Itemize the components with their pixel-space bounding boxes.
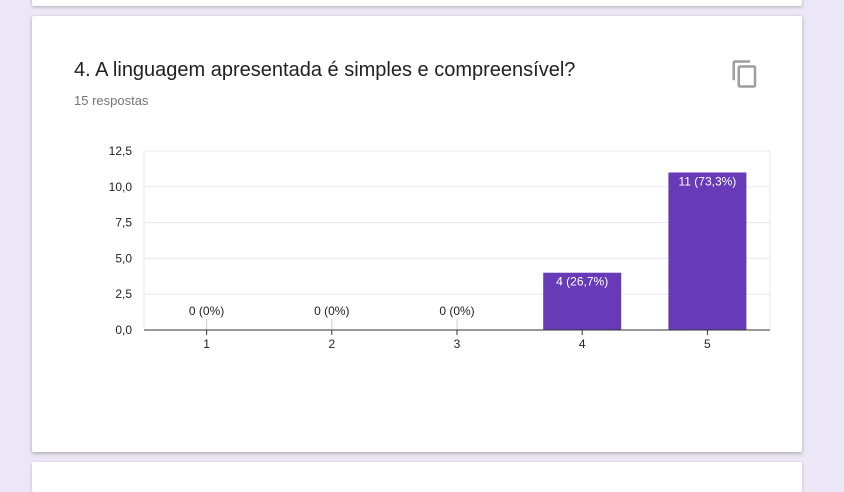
- question-card: 4. A linguagem apresentada é simples e c…: [32, 16, 802, 452]
- data-label: 11 (73,3%): [678, 174, 736, 188]
- copy-icon: [732, 60, 757, 88]
- y-tick-label: 0,0: [115, 323, 132, 337]
- y-tick-label: 12,5: [109, 144, 133, 158]
- x-tick-label: 1: [203, 337, 210, 351]
- data-label: 0 (0%): [439, 304, 474, 318]
- y-tick-label: 5,0: [115, 251, 132, 265]
- copy-button[interactable]: [730, 59, 760, 89]
- response-count: 15 respostas: [74, 93, 149, 108]
- y-tick-label: 10,0: [109, 180, 133, 194]
- bar-chart: 0,0 2,5 5,0 7,5 10,0 12,5 0 (0%) 1 0 (0%) 2 0 (0%)…: [109, 144, 771, 351]
- bar: [543, 272, 622, 330]
- x-tick-label: 2: [328, 337, 335, 351]
- y-tick-label: 7,5: [115, 216, 132, 230]
- y-tick-label: 2,5: [115, 287, 132, 301]
- data-label: 4 (26,7%): [556, 275, 608, 289]
- next-question-card: [32, 462, 802, 492]
- bar: [668, 172, 747, 330]
- x-tick-label: 3: [454, 337, 461, 351]
- question-title: 4. A linguagem apresentada é simples e c…: [74, 59, 576, 81]
- data-label: 0 (0%): [314, 304, 349, 318]
- previous-question-card: [32, 0, 802, 6]
- x-tick-label: 4: [579, 337, 586, 351]
- data-label: 0 (0%): [189, 304, 224, 318]
- x-tick-label: 5: [704, 337, 711, 351]
